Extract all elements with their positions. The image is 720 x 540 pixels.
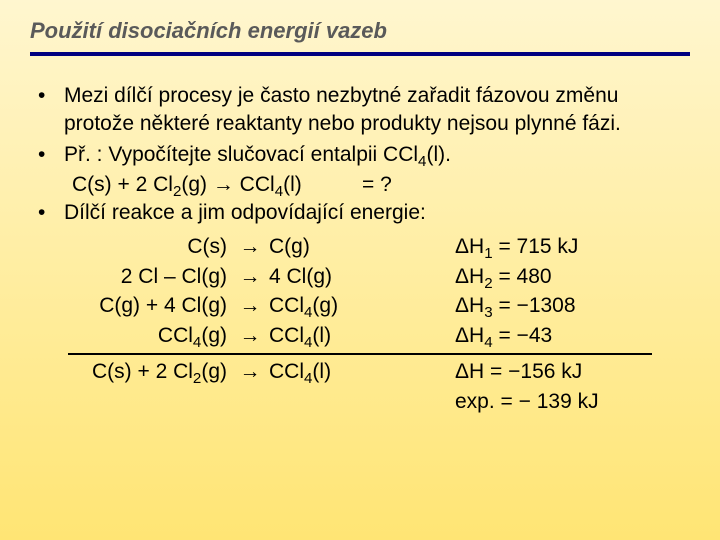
bullet-text: Dílčí reakce a jim odpovídající energie: — [64, 199, 690, 227]
bullet-2-text: Př. : Vypočítejte slučovací entalpii CCl… — [64, 143, 451, 166]
bullet-mark: • — [30, 82, 64, 139]
title-section: Použití disociačních energií vazeb — [0, 0, 720, 64]
reaction-lhs: 2 Cl – Cl(g) — [30, 262, 235, 292]
reaction-lhs: C(g) + 4 Cl(g) — [30, 291, 235, 321]
bullet-text: Mezi dílčí procesy je často nezbytné zař… — [64, 82, 690, 139]
reaction-rhs: CCl4(l) — [265, 357, 405, 387]
reaction-dh: ΔH2 = 480 — [405, 262, 690, 292]
reaction-row: 2 Cl – Cl(g) → 4 Cl(g) ΔH2 = 480 — [30, 262, 690, 292]
reaction-table: C(s) → C(g) ΔH1 = 715 kJ 2 Cl – Cl(g) → … — [30, 232, 690, 417]
equation-lhs: C(s) + 2 Cl2(g) → CCl4(l) — [72, 171, 362, 199]
bullet-3: • Dílčí reakce a jim odpovídající energi… — [30, 199, 690, 227]
slide: Použití disociačních energií vazeb • Mez… — [0, 0, 720, 540]
bullet-1: • Mezi dílčí procesy je často nezbytné z… — [30, 82, 690, 139]
bullet-mark: • — [30, 199, 64, 227]
arrow-icon: → — [235, 321, 265, 351]
reaction-rhs: CCl4(g) — [265, 291, 405, 321]
reaction-dh: ΔH4 = −43 — [405, 321, 690, 351]
reaction-dh: ΔH1 = 715 kJ — [405, 232, 690, 262]
dh-value: = −1308 — [498, 294, 575, 317]
dh-value: = 715 kJ — [498, 235, 578, 258]
reaction-row: C(g) + 4 Cl(g) → CCl4(g) ΔH3 = −1308 — [30, 291, 690, 321]
dh-value: = −43 — [498, 324, 552, 347]
reaction-sum-row: C(s) + 2 Cl2(g) → CCl4(l) ΔH = −156 kJ — [30, 357, 690, 387]
reaction-lhs: C(s) — [30, 232, 235, 262]
reaction-row: C(s) → C(g) ΔH1 = 715 kJ — [30, 232, 690, 262]
bullet-2: • Př. : Vypočítejte slučovací entalpii C… — [30, 141, 690, 169]
dh-value: = −156 kJ — [490, 360, 582, 383]
reaction-rhs: C(g) — [265, 232, 405, 262]
sum-separator — [68, 353, 652, 355]
arrow-icon: → — [235, 232, 265, 262]
content: • Mezi dílčí procesy je často nezbytné z… — [0, 64, 720, 417]
reaction-rhs: CCl4(l) — [265, 321, 405, 351]
arrow-icon: → — [235, 357, 265, 387]
exp-value: exp. = − 139 kJ — [405, 387, 690, 417]
exp-row: exp. = − 139 kJ — [30, 387, 690, 417]
reaction-dh: ΔH3 = −1308 — [405, 291, 690, 321]
arrow-icon: → — [235, 291, 265, 321]
bullet-mark: • — [30, 141, 64, 169]
example-equation: C(s) + 2 Cl2(g) → CCl4(l) = ? — [30, 171, 690, 199]
equation-rhs: = ? — [362, 171, 690, 199]
dh-value: = 480 — [498, 265, 551, 288]
arrow-icon: → — [235, 262, 265, 292]
reaction-dh: ΔH = −156 kJ — [405, 357, 690, 387]
reaction-rhs: 4 Cl(g) — [265, 262, 405, 292]
reaction-lhs: C(s) + 2 Cl2(g) — [30, 357, 235, 387]
reaction-lhs: CCl4(g) — [30, 321, 235, 351]
title-underline — [30, 52, 690, 56]
bullet-text: Př. : Vypočítejte slučovací entalpii CCl… — [64, 141, 690, 169]
slide-title: Použití disociačních energií vazeb — [30, 18, 690, 50]
reaction-row: CCl4(g) → CCl4(l) ΔH4 = −43 — [30, 321, 690, 351]
